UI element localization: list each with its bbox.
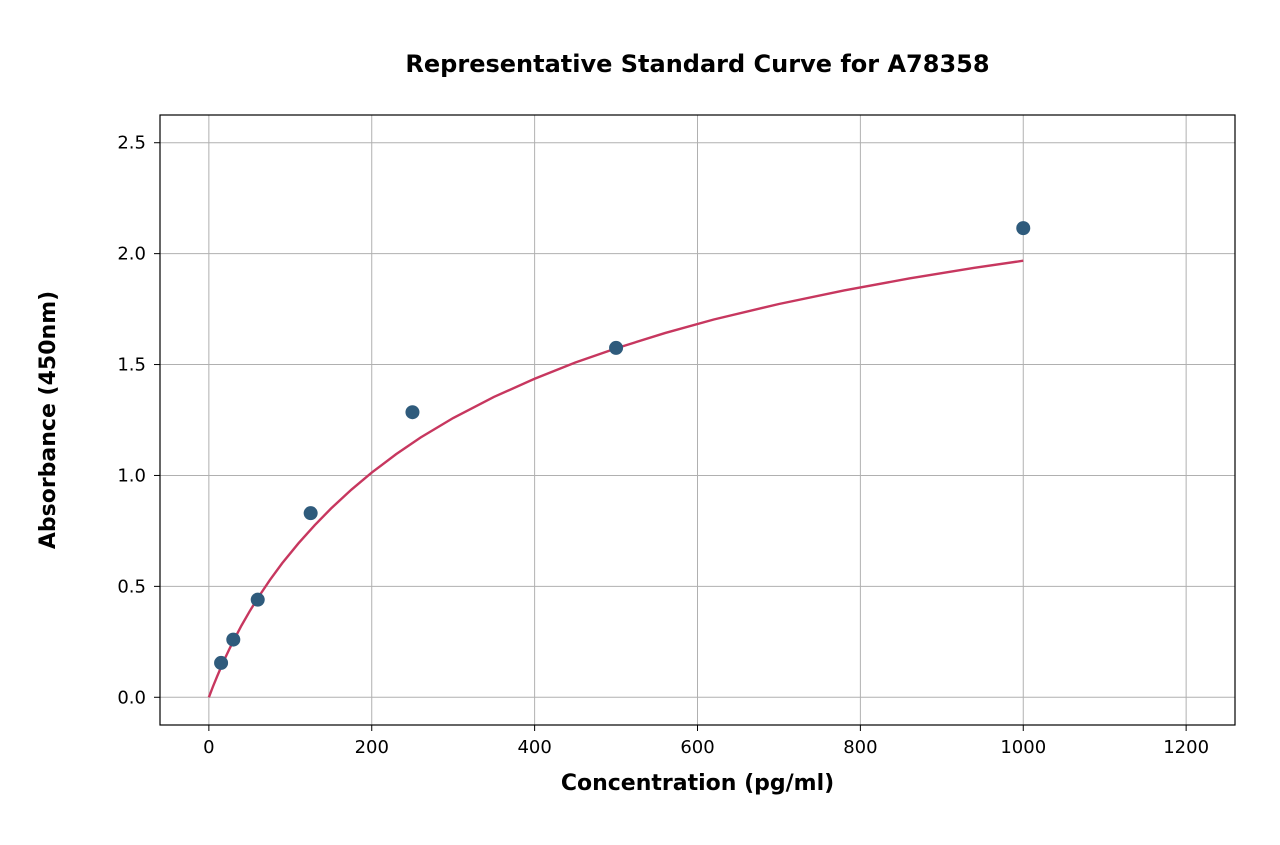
data-point	[1016, 221, 1030, 235]
x-tick-label: 600	[680, 737, 714, 758]
data-point	[251, 593, 265, 607]
data-point	[304, 506, 318, 520]
x-tick-label: 0	[203, 737, 214, 758]
x-tick-label: 800	[843, 737, 877, 758]
x-tick-label: 1000	[1000, 737, 1046, 758]
y-tick-label: 2.0	[117, 244, 146, 265]
y-tick-label: 2.5	[117, 133, 146, 154]
x-axis-label: Concentration (pg/ml)	[561, 771, 834, 796]
y-axis-label: Absorbance (450nm)	[36, 291, 61, 549]
x-tick-label: 400	[517, 737, 551, 758]
data-point	[609, 341, 623, 355]
standard-curve-chart: Representative Standard Curve for A78358…	[0, 0, 1280, 845]
y-tick-label: 0.5	[117, 576, 146, 597]
data-point	[405, 405, 419, 419]
y-tick-label: 1.5	[117, 355, 146, 376]
x-tick-label: 1200	[1163, 737, 1209, 758]
data-point	[226, 633, 240, 647]
chart-title: Representative Standard Curve for A78358	[405, 50, 989, 78]
data-point	[214, 656, 228, 670]
chart-container: Representative Standard Curve for A78358…	[0, 0, 1280, 845]
y-tick-label: 1.0	[117, 465, 146, 486]
x-tick-label: 200	[355, 737, 389, 758]
y-tick-label: 0.0	[117, 687, 146, 708]
